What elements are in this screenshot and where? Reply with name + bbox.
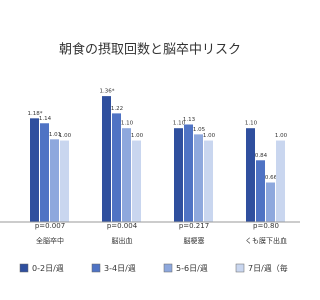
value-label: 1.00 bbox=[131, 133, 144, 139]
value-label: 1.00 bbox=[203, 133, 216, 139]
legend-label: 0-2日/週 bbox=[32, 264, 64, 273]
bar bbox=[276, 140, 285, 222]
bar bbox=[50, 139, 59, 222]
x-tick-label: 全脳卒中 bbox=[36, 236, 64, 245]
p-value: p=0.217 bbox=[179, 222, 209, 230]
value-label: 1.36* bbox=[100, 89, 115, 95]
legend-label: 3-4日/週 bbox=[104, 264, 136, 273]
legend-swatch bbox=[235, 263, 245, 273]
bar bbox=[266, 182, 275, 222]
bar bbox=[256, 160, 265, 222]
legend-swatch bbox=[163, 263, 173, 273]
bar bbox=[60, 140, 69, 222]
p-value: p=0.004 bbox=[107, 222, 138, 230]
chart-title: 朝食の摂取回数と脳卒中リスク bbox=[59, 42, 241, 58]
bar bbox=[30, 118, 39, 222]
value-label: 1.05 bbox=[193, 127, 206, 133]
value-label: 0.66 bbox=[265, 175, 278, 181]
p-value: p=0.80 bbox=[253, 222, 279, 230]
value-label: 1.14 bbox=[39, 116, 52, 122]
bar bbox=[122, 128, 131, 222]
bar bbox=[204, 140, 213, 222]
bar bbox=[132, 140, 141, 222]
value-label: 1.18* bbox=[28, 111, 43, 117]
bar bbox=[174, 128, 183, 222]
value-label: 1.00 bbox=[59, 133, 72, 139]
bar bbox=[184, 124, 193, 222]
bar bbox=[112, 113, 121, 222]
legend-label: 5-6日/週 bbox=[176, 264, 208, 273]
x-tick-label: くも膜下出血 bbox=[245, 236, 287, 245]
x-tick-label: 脳梗塞 bbox=[184, 236, 205, 245]
value-label: 0.84 bbox=[255, 153, 268, 159]
value-label: 1.13 bbox=[183, 117, 196, 123]
value-label: 1.10 bbox=[121, 121, 134, 127]
bar bbox=[102, 96, 111, 222]
legend-swatch bbox=[91, 263, 101, 273]
bar bbox=[40, 123, 49, 222]
legend-swatch bbox=[19, 263, 29, 273]
legend-label: 7日/週（毎 bbox=[248, 263, 288, 273]
bar bbox=[246, 128, 255, 222]
value-label: 1.01 bbox=[49, 132, 61, 138]
p-value: p=0.007 bbox=[35, 222, 65, 230]
value-label: 1.22 bbox=[111, 106, 123, 112]
value-label: 1.00 bbox=[275, 133, 288, 139]
x-tick-label: 脳出血 bbox=[112, 236, 133, 245]
value-label: 1.10 bbox=[173, 121, 186, 127]
bar bbox=[194, 134, 203, 222]
value-label: 1.10 bbox=[245, 121, 258, 127]
chart: 朝食の摂取回数と脳卒中リスク 1.00 全脳卒中 p=0.007 1.18*1.14 1… bbox=[0, 42, 300, 273]
